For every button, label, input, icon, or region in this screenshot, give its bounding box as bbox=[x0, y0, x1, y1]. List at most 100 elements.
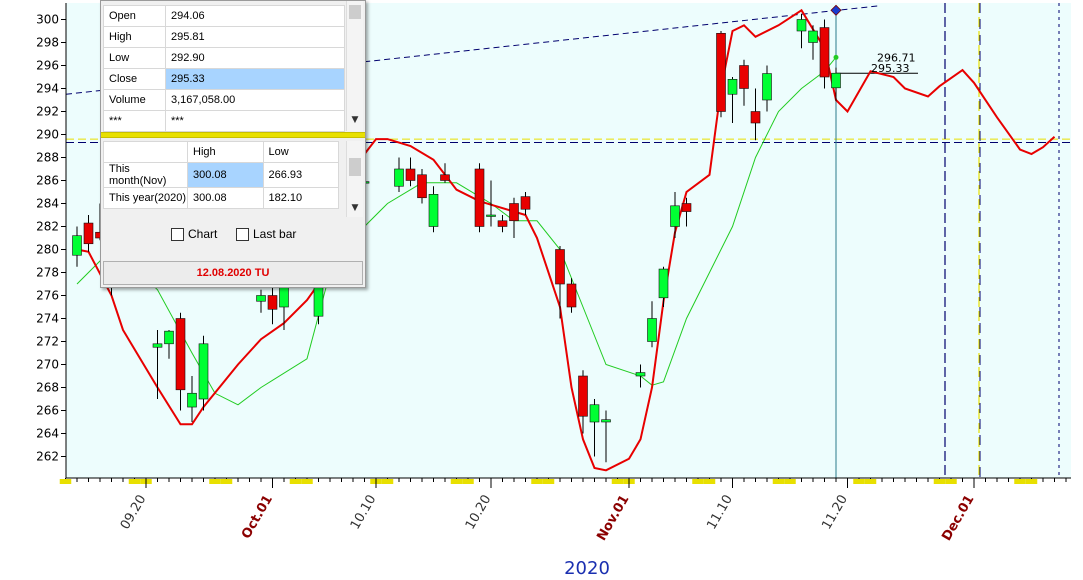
candle-body bbox=[152, 343, 163, 348]
x-tick-label: 10.10 bbox=[348, 493, 380, 533]
candle bbox=[808, 25, 818, 60]
candle bbox=[486, 180, 496, 227]
y-tick-label: 266 bbox=[36, 404, 59, 418]
candle bbox=[83, 215, 94, 252]
y-tick-label: 286 bbox=[36, 174, 59, 188]
info-panel[interactable]: Open 294.06 High 295.81 Low 292.90 Close 295.33… bbox=[100, 0, 366, 288]
candle bbox=[440, 163, 450, 183]
weekend-marker bbox=[59, 479, 72, 484]
range-label: This year(2020) bbox=[103, 187, 188, 209]
candle bbox=[509, 197, 519, 238]
candle-body bbox=[394, 168, 404, 187]
last-bar-checkbox[interactable]: Last bar bbox=[236, 227, 296, 241]
weekend-marker bbox=[381, 479, 394, 484]
y-tick-label: 272 bbox=[36, 335, 59, 349]
y-tick-label: 290 bbox=[36, 128, 59, 142]
weekend-marker bbox=[692, 479, 704, 484]
ohlc-key: Open bbox=[103, 5, 166, 27]
chart-checkbox-label: Chart bbox=[188, 227, 218, 241]
trend-line bbox=[65, 5, 881, 95]
candle bbox=[164, 330, 174, 359]
scroll-down-icon[interactable]: ▼ bbox=[351, 203, 359, 213]
x-tick-label: 10.20 bbox=[463, 493, 495, 533]
ohlc-scrollbar[interactable]: ▼ bbox=[346, 1, 363, 131]
y-tick-label: 274 bbox=[36, 312, 59, 326]
candle-body bbox=[658, 268, 669, 299]
candle-body bbox=[589, 404, 600, 423]
ohlc-value: 292.90 bbox=[165, 47, 345, 69]
candle-body bbox=[520, 196, 531, 210]
ohlc-value: 295.33 bbox=[165, 68, 345, 90]
range-high: 300.08 bbox=[187, 187, 264, 209]
candle-body bbox=[405, 168, 416, 181]
y-tick-label: 268 bbox=[36, 381, 59, 395]
y-tick-label: 278 bbox=[36, 266, 59, 280]
y-tick-label: 276 bbox=[36, 289, 59, 303]
weekend-marker bbox=[611, 479, 624, 484]
x-tick-label: 09.20 bbox=[118, 493, 150, 533]
y-tick-label: 298 bbox=[36, 36, 59, 50]
candle bbox=[256, 289, 266, 313]
candle-body bbox=[256, 295, 266, 302]
candle bbox=[750, 88, 761, 141]
candle bbox=[601, 410, 611, 463]
candle-body bbox=[566, 283, 577, 308]
ohlc-row: Volume 3,167,058.00 bbox=[103, 89, 345, 111]
value-label: 296.71 bbox=[877, 51, 916, 64]
weekend-marker bbox=[1025, 479, 1038, 484]
range-scrollbar[interactable]: ▲ ▼ bbox=[346, 141, 363, 217]
candle-body bbox=[474, 168, 485, 227]
ohlc-value: 295.81 bbox=[165, 26, 345, 48]
scroll-thumb[interactable] bbox=[349, 5, 361, 19]
weekend-marker bbox=[945, 479, 957, 484]
range-header-row: High Low bbox=[103, 141, 339, 163]
candle-body bbox=[716, 32, 726, 112]
y-tick-label: 264 bbox=[36, 427, 59, 441]
candle-body bbox=[831, 72, 841, 89]
red-cycle-line bbox=[76, 8, 1056, 472]
scroll-down-icon[interactable]: ▼ bbox=[351, 115, 359, 125]
ma-endpoint bbox=[833, 54, 839, 60]
candle bbox=[520, 192, 531, 215]
checkbox-box[interactable] bbox=[236, 227, 249, 241]
range-row: This month(Nov) 300.08 266.93 bbox=[103, 162, 339, 188]
candle-body bbox=[509, 203, 519, 222]
weekend-marker bbox=[542, 479, 555, 484]
y-tick-label: 292 bbox=[36, 105, 59, 119]
candle-body bbox=[670, 205, 680, 227]
ohlc-key: Close bbox=[103, 68, 166, 90]
ohlc-row: Open 294.06 bbox=[103, 5, 345, 27]
ohlc-key: Volume bbox=[103, 89, 166, 111]
chart-checkbox[interactable]: Chart bbox=[171, 227, 217, 241]
weekend-marker bbox=[864, 479, 877, 484]
range-label: This month(Nov) bbox=[103, 162, 188, 188]
candle bbox=[72, 226, 82, 267]
ohlc-table: Open 294.06 High 295.81 Low 292.90 Close 295.33… bbox=[103, 5, 345, 132]
weekend-marker bbox=[128, 479, 141, 484]
cursor-diamond-icon bbox=[830, 4, 842, 16]
candle-body bbox=[164, 330, 174, 345]
range-header: Low bbox=[262, 141, 339, 163]
candle bbox=[474, 163, 485, 233]
candle-body bbox=[635, 372, 646, 377]
weekend-marker bbox=[220, 479, 233, 484]
y-tick-label: 284 bbox=[36, 197, 59, 211]
x-tick-label: Dec.01 bbox=[939, 493, 977, 544]
range-table: High Low This month(Nov) 300.08 266.93 This y… bbox=[103, 141, 339, 209]
range-row: This year(2020) 300.08 182.10 bbox=[103, 187, 339, 209]
candle-body bbox=[486, 214, 496, 217]
candle bbox=[589, 399, 600, 457]
value-label: 295.33 bbox=[871, 62, 910, 75]
candle bbox=[635, 364, 646, 388]
x-axis: 09.20 Oct.01 10.10 10.20 Nov.01 11.10 11.20 Dec… bbox=[59, 478, 1067, 544]
weekend-marker bbox=[853, 479, 865, 484]
candle-body bbox=[497, 220, 508, 227]
checkbox-box[interactable] bbox=[171, 227, 184, 241]
candle-body bbox=[83, 222, 94, 245]
candle bbox=[831, 67, 841, 102]
scroll-thumb[interactable] bbox=[349, 158, 361, 176]
panel-splitter[interactable] bbox=[101, 132, 365, 138]
weekend-marker bbox=[933, 479, 946, 484]
weekend-marker bbox=[209, 479, 221, 484]
